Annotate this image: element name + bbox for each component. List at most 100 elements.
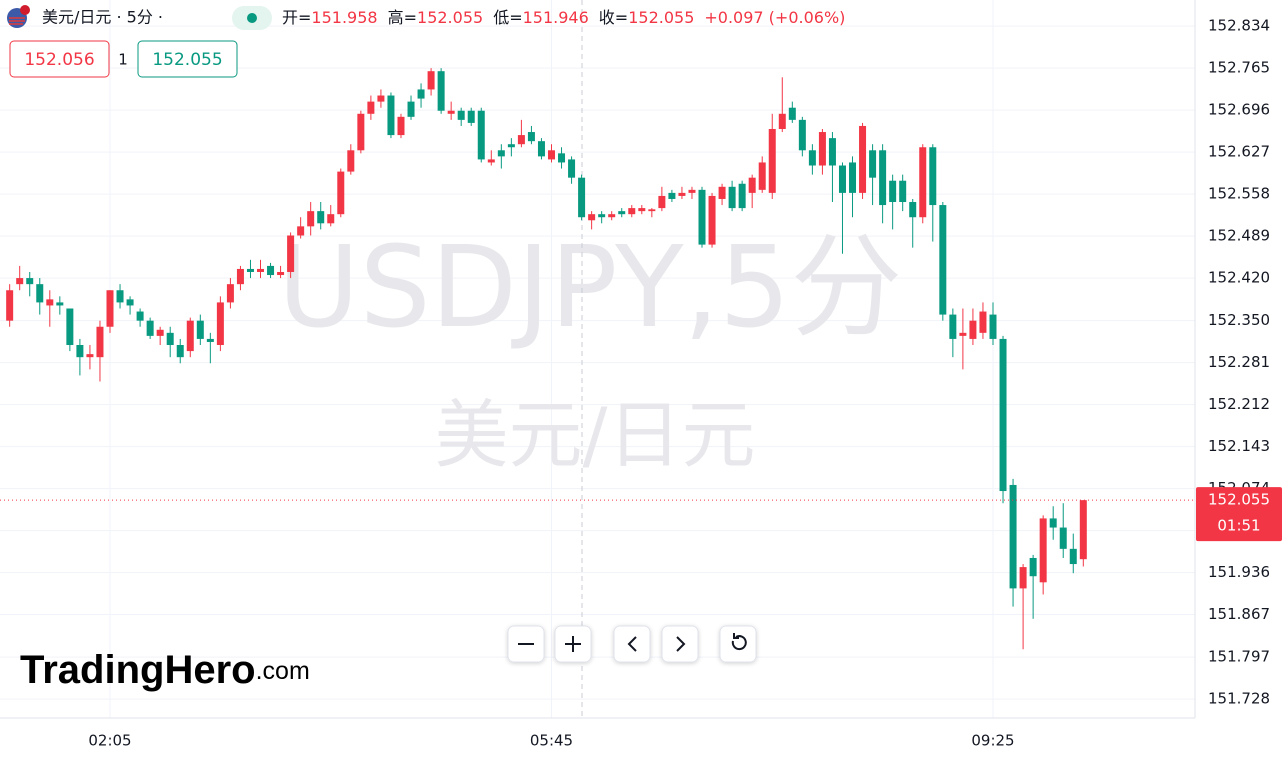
- candle-body: [1039, 518, 1047, 583]
- ohlc-legend: 开=151.958 高=152.055 低=151.946 收=152.055 +0.0…: [282, 8, 845, 27]
- candle-body: [527, 132, 535, 142]
- ohlc-value: 151.946: [523, 8, 589, 27]
- candle-body: [216, 302, 224, 346]
- candle-body: [1079, 500, 1087, 560]
- candle-body: [367, 101, 375, 114]
- candle-body: [46, 299, 54, 306]
- candle-body: [337, 171, 345, 215]
- candle-body: [758, 162, 766, 190]
- logo: TradingHero.com: [20, 648, 310, 692]
- zoom-in[interactable]: [554, 625, 592, 663]
- candle-body: [206, 338, 214, 342]
- candle-body: [889, 180, 897, 203]
- price-tag-value: 152.055: [1208, 491, 1270, 509]
- candle-body: [156, 329, 164, 336]
- candle-body: [859, 125, 867, 193]
- candle-body: [196, 320, 204, 339]
- sell-price: 152.056: [24, 50, 94, 70]
- candle-body: [558, 153, 566, 163]
- y-tick-label: 152.143: [1208, 437, 1270, 455]
- candle-body: [106, 290, 114, 327]
- candle-body: [517, 135, 525, 145]
- candle-body: [277, 271, 285, 276]
- change: +0.097 (+0.06%): [704, 8, 845, 27]
- candle-body: [407, 101, 415, 117]
- candle-body: [66, 308, 74, 346]
- candle-body: [979, 311, 987, 333]
- candle-body: [16, 278, 24, 285]
- ohlc-value: 151.958: [311, 8, 377, 27]
- y-tick-label: 152.281: [1208, 353, 1270, 371]
- candle-body: [6, 290, 14, 321]
- candle-body: [778, 113, 786, 129]
- y-tick-label: 152.765: [1208, 59, 1270, 77]
- zoom-out[interactable]: [507, 625, 545, 663]
- candle-body: [969, 320, 977, 339]
- candle-body: [76, 345, 84, 358]
- y-tick-label: 151.867: [1208, 605, 1270, 623]
- candle-body: [869, 150, 877, 178]
- scroll-right[interactable]: [661, 625, 699, 663]
- candle-body: [598, 214, 606, 218]
- candle-body: [658, 195, 666, 209]
- chart-title: 美元/日元 · 5分 ·: [42, 8, 163, 27]
- candle-body: [648, 209, 656, 212]
- candle-body: [798, 119, 806, 151]
- candle-body: [638, 208, 646, 212]
- candle-body: [267, 265, 275, 276]
- candle-body: [919, 147, 927, 218]
- x-tick-label: 05:45: [530, 732, 573, 750]
- buy-button[interactable]: [137, 40, 238, 78]
- candle-body: [246, 268, 254, 272]
- candle-body: [497, 150, 505, 157]
- candle-body: [668, 192, 676, 199]
- candle-body: [547, 150, 555, 160]
- y-tick-label: 151.797: [1208, 648, 1270, 666]
- candle-body: [1049, 518, 1057, 528]
- candle-body: [818, 132, 826, 166]
- candle-body: [708, 195, 716, 245]
- watermark-name: 美元/日元: [435, 393, 756, 479]
- price-tag: [1196, 487, 1282, 542]
- candle-body: [728, 186, 736, 209]
- candle-body: [96, 326, 104, 358]
- y-tick-label: 152.350: [1208, 311, 1270, 329]
- status-dot: [247, 13, 257, 23]
- candle-body: [317, 211, 325, 224]
- candle-body: [226, 284, 234, 303]
- candle-body: [477, 110, 485, 160]
- candle-body: [297, 226, 305, 236]
- candle-body: [236, 268, 244, 285]
- y-tick-label: 152.627: [1208, 143, 1270, 161]
- candle-body: [327, 214, 335, 224]
- candle-body: [678, 192, 686, 196]
- candle-body: [768, 128, 776, 193]
- sell-button[interactable]: [9, 40, 110, 78]
- candle-body: [427, 71, 435, 90]
- logo-suffix: .com: [256, 657, 310, 685]
- candle-body: [347, 150, 355, 172]
- candle-body: [487, 159, 495, 163]
- candle-body: [1009, 484, 1017, 589]
- axes: 152.834 152.765 152.696 152.627 152.558 152.4…: [88, 17, 1282, 750]
- candle-body: [608, 214, 616, 218]
- candle-body: [838, 165, 846, 193]
- candle-body: [1019, 567, 1027, 589]
- candle-body: [287, 235, 295, 272]
- candle-body: [417, 89, 425, 99]
- reset[interactable]: [719, 625, 757, 663]
- candle-body: [628, 208, 636, 215]
- spread: 1: [118, 51, 128, 69]
- candle-body: [879, 150, 887, 206]
- ohlc-label: 开=: [282, 8, 311, 27]
- ohlc-label: 高=: [388, 8, 417, 27]
- candle-body: [849, 162, 857, 193]
- candle-body: [126, 299, 134, 306]
- candles: [0, 68, 1195, 650]
- scroll-left[interactable]: [613, 625, 651, 663]
- logo-name: TradingHero: [20, 648, 256, 692]
- candle-body: [397, 116, 405, 136]
- candle-body: [387, 95, 395, 136]
- candle-body: [999, 338, 1007, 492]
